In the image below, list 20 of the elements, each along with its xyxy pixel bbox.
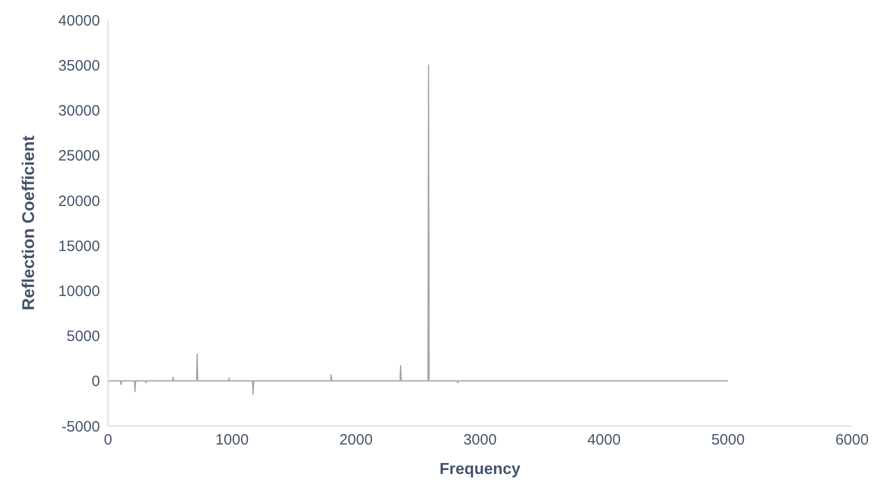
y-tick-label: 20000 [58, 192, 100, 210]
y-tick-label: 5000 [66, 328, 100, 346]
y-tick-label: 40000 [58, 12, 100, 30]
x-tick-label: 4000 [587, 432, 621, 449]
y-tick-label: 30000 [58, 102, 100, 120]
x-tick-label: 1000 [215, 432, 249, 449]
x-tick-label: 6000 [835, 432, 869, 449]
y-tick-label: 15000 [58, 238, 100, 255]
y-tick-label: -5000 [62, 418, 100, 436]
y-tick-label: 35000 [58, 57, 100, 74]
x-tick-label: 0 [104, 432, 112, 449]
x-tick-label: 2000 [339, 432, 373, 449]
x-tick-label: 5000 [711, 432, 745, 449]
y-axis-title: Reflection Coefficient [19, 135, 38, 310]
y-tick-label: 25000 [58, 148, 100, 165]
y-tick-label: 10000 [58, 282, 100, 300]
line-series [108, 64, 729, 396]
y-tick-label: 0 [92, 373, 100, 390]
x-axis-title: Frequency [440, 461, 521, 478]
x-tick-label: 3000 [463, 432, 497, 449]
